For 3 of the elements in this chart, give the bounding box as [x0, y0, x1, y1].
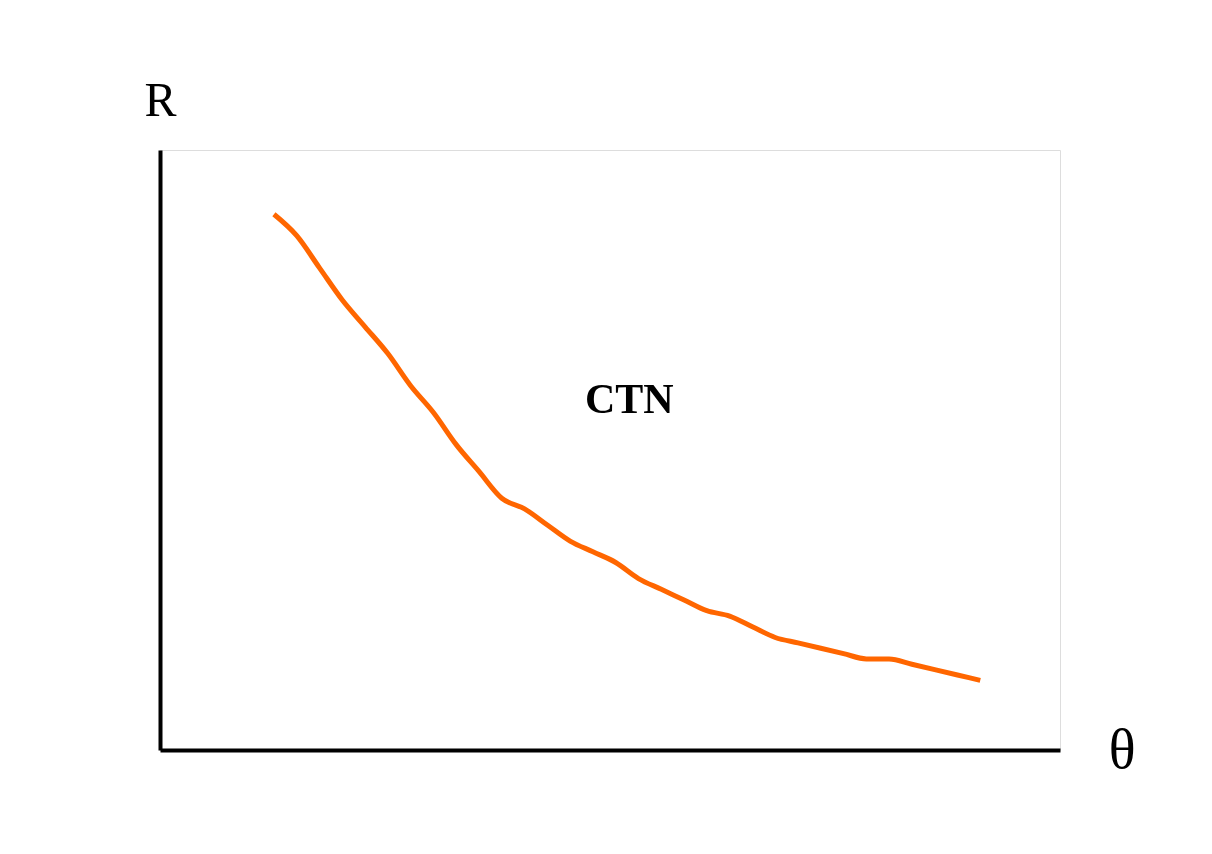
annotation: CTN: [585, 376, 674, 422]
y-axis-title: R: [144, 72, 177, 126]
x-axis-title: θ: [1108, 717, 1136, 780]
